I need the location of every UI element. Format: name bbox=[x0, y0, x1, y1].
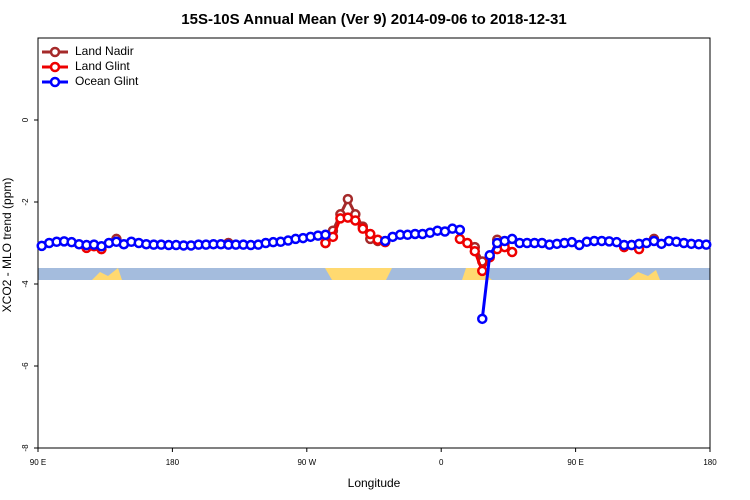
x-tick-label: 0 bbox=[439, 458, 444, 467]
y-tick-label: 0 bbox=[21, 117, 30, 122]
legend-label: Land Nadir bbox=[75, 44, 134, 58]
point bbox=[506, 233, 518, 245]
point bbox=[506, 246, 518, 258]
point bbox=[477, 313, 488, 325]
chart-title: 15S-10S Annual Mean (Ver 9) 2014-09-06 t… bbox=[181, 11, 566, 28]
point bbox=[342, 193, 354, 205]
land-strip bbox=[325, 268, 392, 280]
point bbox=[462, 237, 473, 249]
point bbox=[477, 265, 488, 277]
land-strip bbox=[92, 268, 122, 280]
y-axis-label: XCO2 - MLO trend (ppm) bbox=[0, 178, 14, 313]
x-tick-label: 90 E bbox=[30, 458, 46, 467]
y-tick-label: -6 bbox=[21, 362, 30, 370]
legend-label: Ocean Glint bbox=[75, 74, 139, 88]
land-strip bbox=[628, 270, 660, 280]
point bbox=[320, 237, 331, 249]
y-tick-label: -4 bbox=[21, 280, 30, 288]
x-tick-label: 90 E bbox=[567, 458, 583, 467]
x-tick-label: 90 W bbox=[297, 458, 316, 467]
point bbox=[379, 235, 391, 247]
x-tick-label: 180 bbox=[703, 458, 717, 467]
point bbox=[454, 224, 466, 236]
x-tick-label: 180 bbox=[166, 458, 180, 467]
legend-marker bbox=[49, 46, 61, 58]
y-tick-label: -2 bbox=[21, 198, 30, 206]
point bbox=[365, 228, 376, 240]
series bbox=[36, 223, 712, 325]
land-strip bbox=[462, 268, 492, 280]
legend-marker bbox=[49, 61, 61, 73]
point bbox=[701, 239, 712, 250]
point bbox=[320, 229, 331, 241]
point bbox=[484, 250, 495, 261]
point bbox=[469, 245, 481, 257]
x-axis-label: Longitude bbox=[348, 476, 401, 490]
map-strip bbox=[38, 268, 710, 280]
legend-label: Land Glint bbox=[75, 59, 130, 73]
point bbox=[357, 223, 369, 234]
point bbox=[350, 215, 361, 226]
y-tick-label: -8 bbox=[21, 444, 30, 452]
legend-marker bbox=[49, 76, 61, 88]
series bbox=[111, 193, 658, 265]
